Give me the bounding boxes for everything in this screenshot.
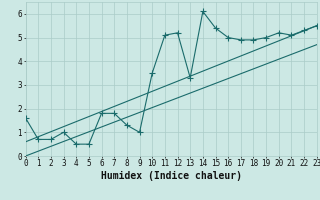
X-axis label: Humidex (Indice chaleur): Humidex (Indice chaleur) bbox=[101, 171, 242, 181]
